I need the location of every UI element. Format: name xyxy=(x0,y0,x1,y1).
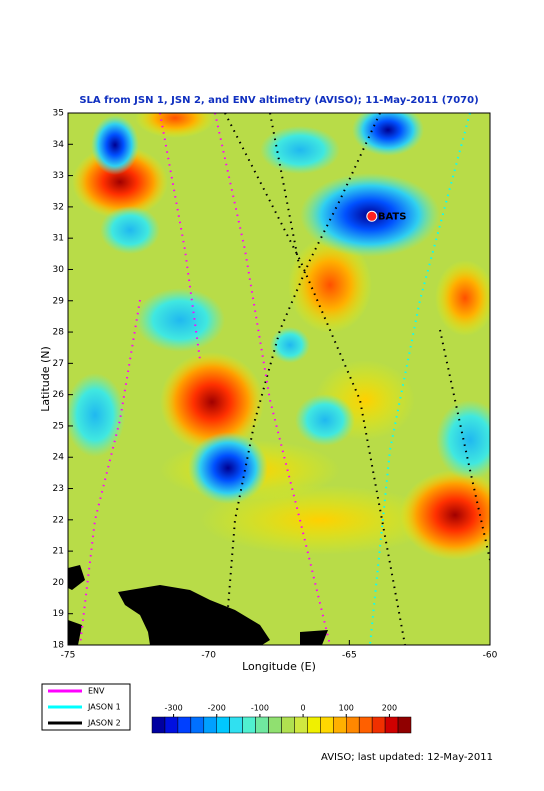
station-label: BATS xyxy=(378,211,407,222)
chart-title: SLA from JSN 1, JSN 2, and ENV altimetry… xyxy=(79,95,478,106)
y-tick-label: 27 xyxy=(53,359,64,369)
colorbar-tick-label: 0 xyxy=(301,704,306,713)
y-tick-label: 19 xyxy=(53,609,65,619)
colorbar-cell xyxy=(229,716,243,734)
colorbar-cell xyxy=(190,716,205,734)
colorbar-cell xyxy=(333,716,347,734)
y-tick-label: 30 xyxy=(53,265,65,275)
colorbar-cell xyxy=(384,716,399,734)
colorbar-cell xyxy=(164,716,179,734)
tracks xyxy=(79,113,490,645)
colorbar-cell xyxy=(397,716,412,734)
colorbar-cell xyxy=(294,716,308,734)
land xyxy=(68,565,328,645)
colorbar-tick-label: -200 xyxy=(208,704,226,713)
colorbar-cell xyxy=(255,716,269,734)
colorbar-cell xyxy=(268,716,282,734)
colorbar-cell xyxy=(320,716,334,734)
y-tick-label: 28 xyxy=(53,328,65,338)
colorbar-tick-label: -300 xyxy=(165,704,183,713)
y-tick-label: 32 xyxy=(53,202,64,212)
sla-field xyxy=(68,113,490,645)
colorbar-cell xyxy=(177,716,192,734)
y-tick-label: 33 xyxy=(53,171,64,181)
y-tick-label: 23 xyxy=(53,484,64,494)
colorbar-cell xyxy=(346,716,360,734)
y-tick-label: 18 xyxy=(53,641,65,651)
colorbar-tick-label: 100 xyxy=(339,704,354,713)
y-axis-label: Latitude (N) xyxy=(39,346,52,412)
legend-label: JASON 1 xyxy=(87,703,121,712)
y-tick-label: 25 xyxy=(53,421,64,431)
colorbar-cell xyxy=(216,716,230,734)
y-tick-label: 31 xyxy=(53,234,64,244)
footer: AVISO; last updated: 12-May-2011 xyxy=(321,752,493,763)
plot-frame xyxy=(67,112,491,646)
y-tick-label: 21 xyxy=(53,547,64,557)
legend-label: JASON 2 xyxy=(87,719,121,728)
y-tick-label: 34 xyxy=(53,140,65,150)
colorbar-cell xyxy=(151,716,166,734)
station-marker xyxy=(366,210,378,222)
x-tick-label: -75 xyxy=(61,651,76,661)
colorbar-cell xyxy=(307,716,321,734)
colorbar-cell xyxy=(371,716,386,734)
x-tick-label: -65 xyxy=(342,651,357,661)
colorbar-cell xyxy=(242,716,256,734)
colorbar-tick-label: 200 xyxy=(382,704,397,713)
x-axis-label: Longitude (E) xyxy=(242,660,316,673)
y-tick-label: 29 xyxy=(53,296,65,306)
colorbar-cell xyxy=(203,716,218,734)
y-tick-label: 20 xyxy=(53,578,65,588)
y-tick-label: 35 xyxy=(53,109,64,119)
x-tick-label: -60 xyxy=(483,651,498,661)
y-tick-label: 22 xyxy=(53,515,64,525)
colorbar-cell xyxy=(281,716,295,734)
legend-label: ENV xyxy=(88,687,105,696)
x-tick-label: -70 xyxy=(201,651,216,661)
y-tick-label: 26 xyxy=(53,390,65,400)
colorbar-cell xyxy=(358,716,373,734)
colorbar-tick-label: -100 xyxy=(251,704,269,713)
y-tick-label: 24 xyxy=(53,453,65,463)
